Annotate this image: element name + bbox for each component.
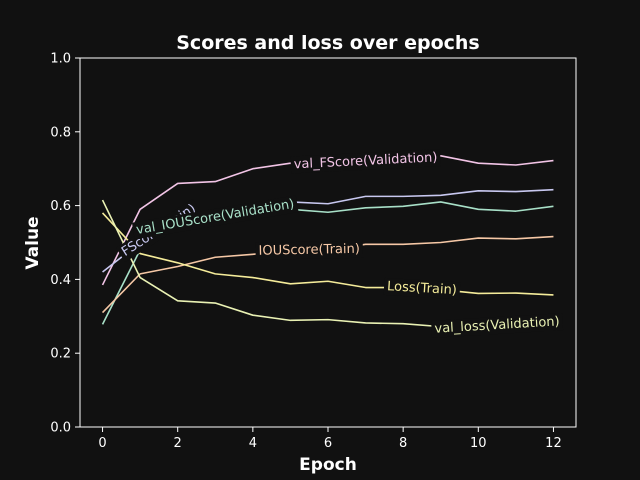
series-label-backdrop	[383, 277, 461, 300]
y-tick-label: 0.8	[50, 125, 71, 140]
x-tick-label: 0	[98, 436, 106, 451]
series-line	[101, 212, 554, 296]
x-axis-label: Epoch	[299, 455, 357, 475]
series-label: val_IOUScore(Validation)	[135, 197, 295, 238]
x-tick-label: 2	[174, 436, 182, 451]
y-tick-label: 0.6	[50, 199, 71, 214]
series-label: Loss(Train)	[387, 279, 458, 298]
y-tick-label: 0.2	[50, 347, 71, 362]
series-label-backdrop	[431, 313, 564, 338]
y-tick-label: 0.4	[50, 273, 71, 288]
y-tick-label: 1.0	[50, 52, 71, 67]
series-label: IOUScore(Train)	[258, 242, 360, 259]
series-label: val_FScore(Validation)	[293, 150, 437, 172]
y-axis-label: Value	[23, 216, 43, 269]
series-label-backdrop	[131, 195, 299, 240]
x-axis: 0 2 4 6 8 10 12	[98, 427, 562, 451]
x-tick-label: 4	[249, 436, 257, 451]
y-axis: 0.0 0.2 0.4 0.6 0.8 1.0	[50, 52, 80, 436]
series-label-backdrop	[255, 240, 364, 260]
series-label-backdrop	[290, 149, 441, 174]
x-tick-label: 10	[470, 436, 487, 451]
series-lines	[101, 154, 554, 328]
x-tick-label: 6	[324, 436, 332, 451]
series-labels: val_FScore(Validation)FScore(Train)val_I…	[115, 149, 564, 338]
series-label: val_loss(Validation)	[434, 314, 560, 336]
y-tick-label: 0.0	[50, 421, 71, 436]
x-tick-label: 8	[399, 436, 407, 451]
chart-title: Scores and loss over epochs	[176, 32, 480, 54]
x-tick-label: 12	[545, 436, 562, 451]
